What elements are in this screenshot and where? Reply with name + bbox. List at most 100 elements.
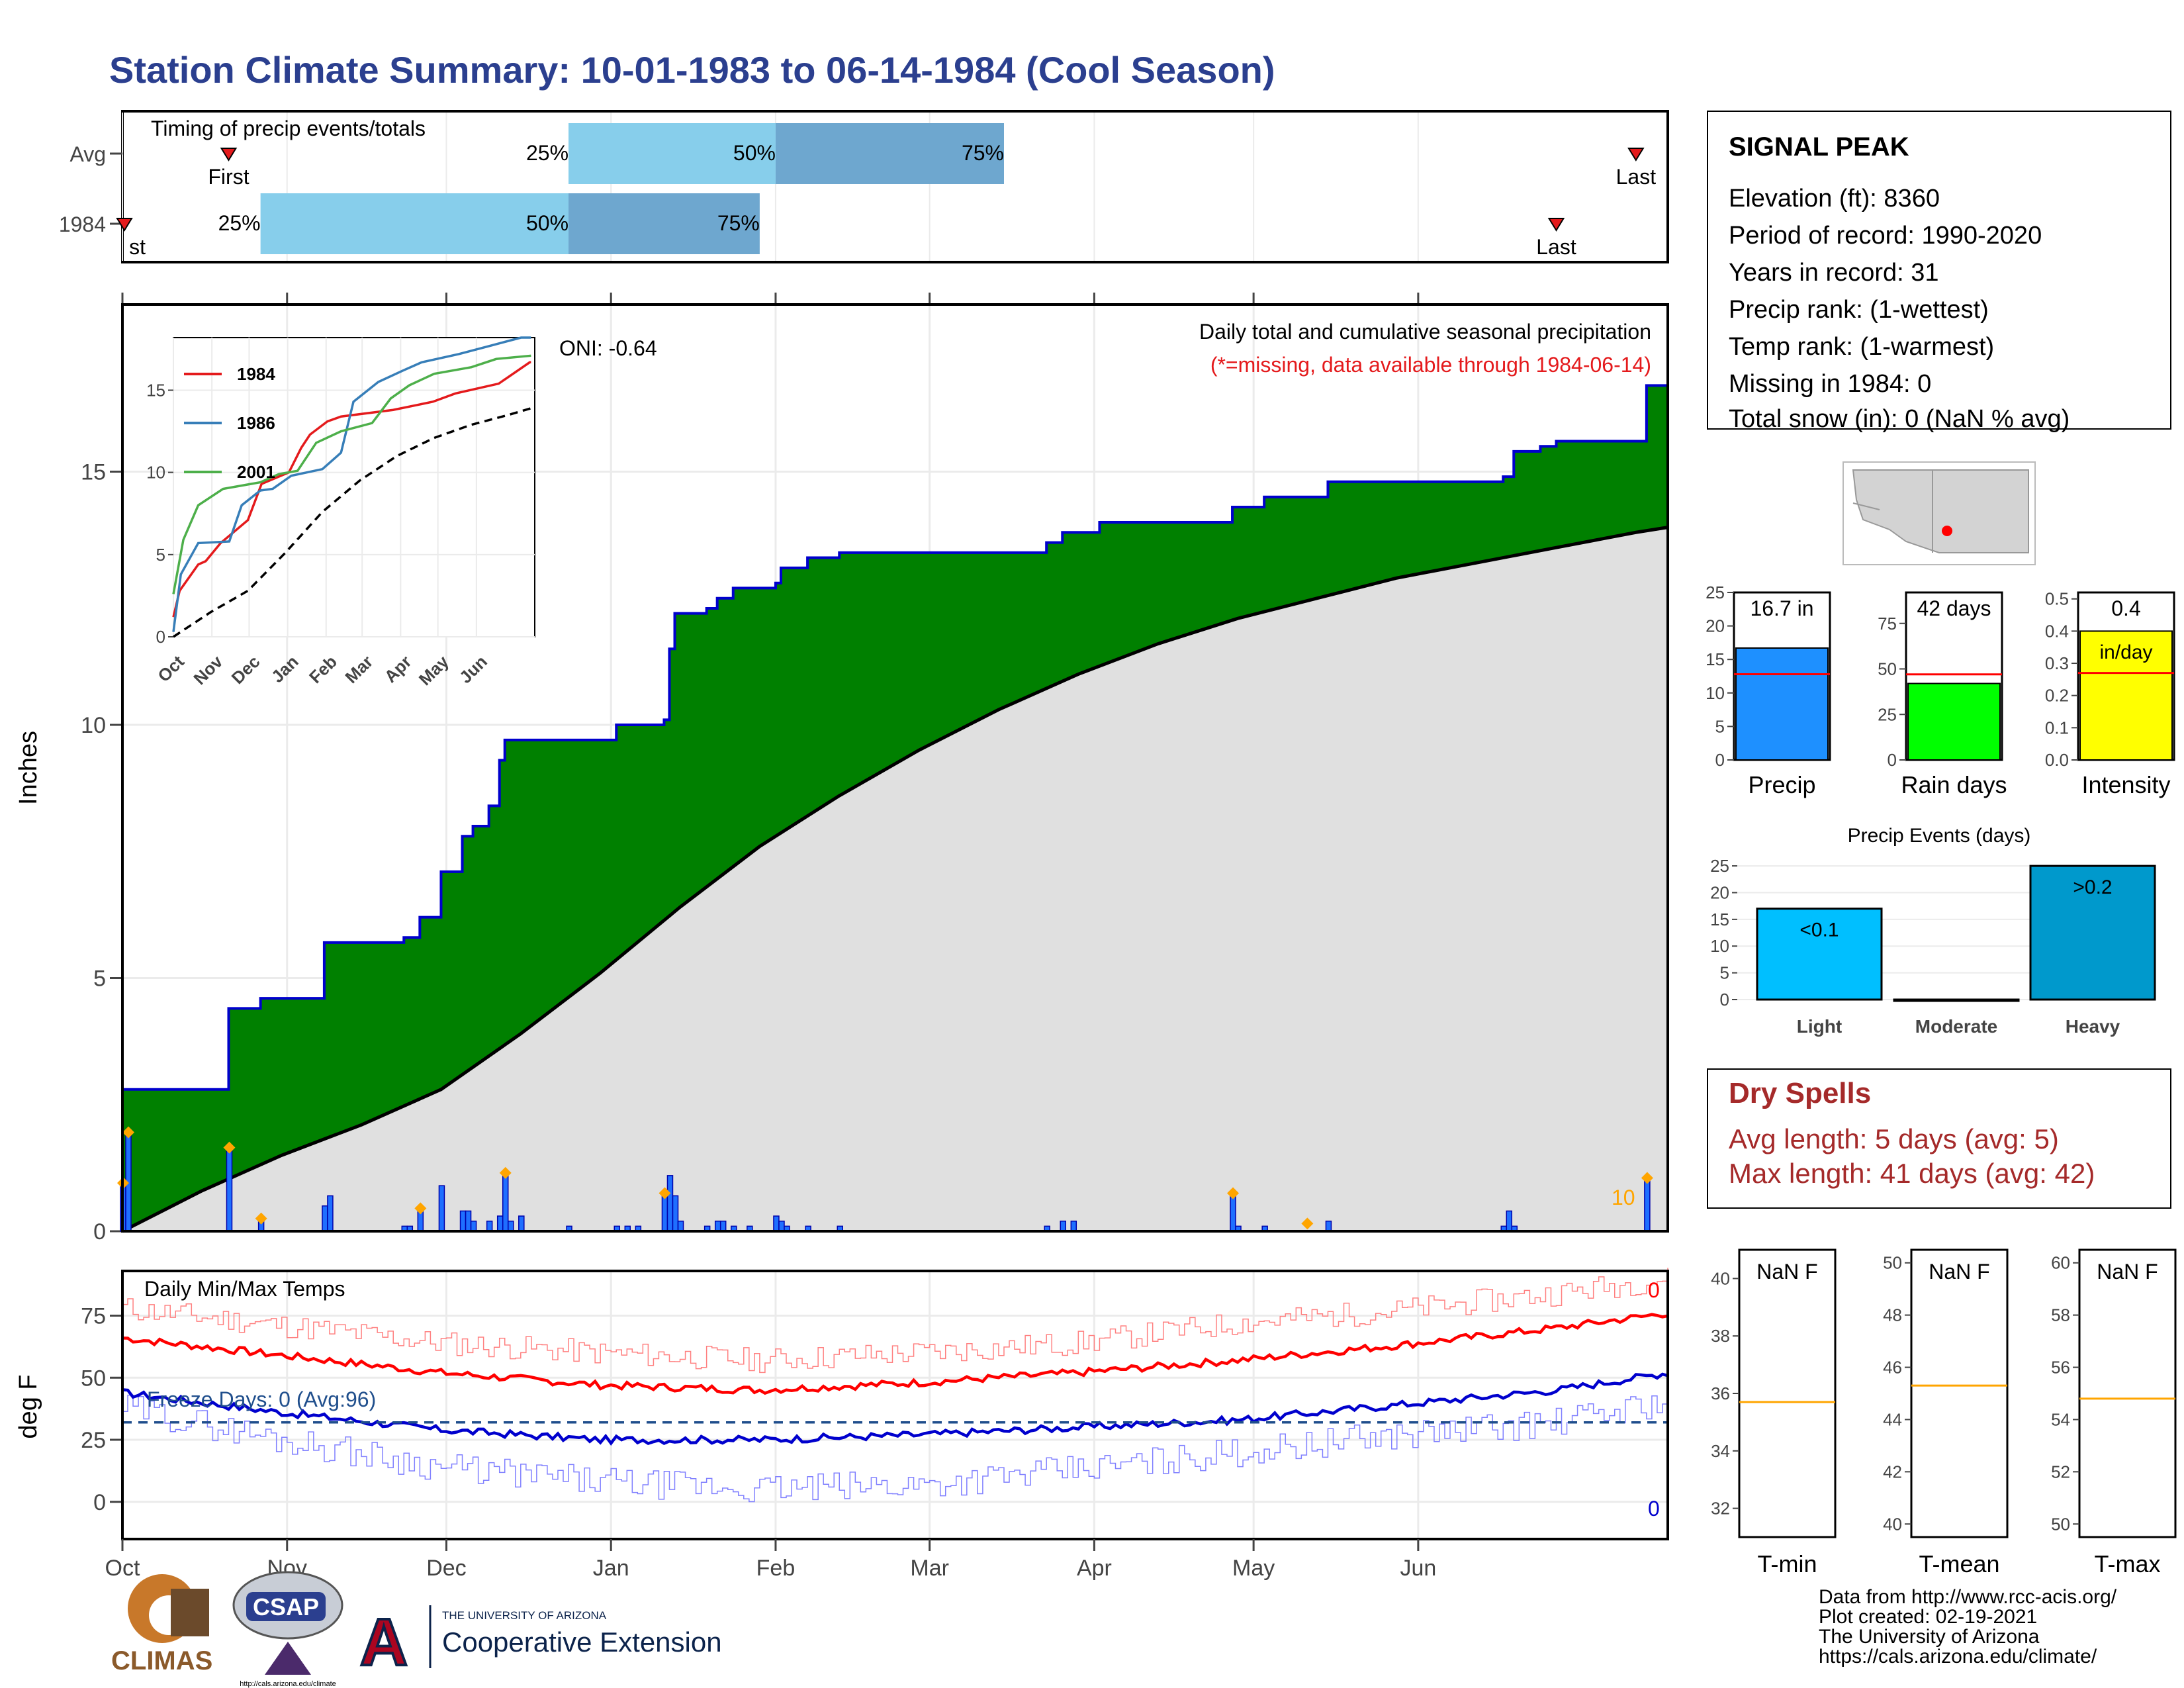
timing-p75-label: 75%: [717, 211, 760, 235]
precip-missing-note: (*=missing, data available through 1984-…: [1210, 353, 1651, 377]
footer-url: https://cals.arizona.edu/climate/: [1819, 1646, 2097, 1667]
temp-box-tick-label: 38: [1711, 1326, 1730, 1346]
summary-bar-tick-label: 0.0: [2045, 750, 2069, 770]
inset-y-tick-label: 10: [146, 463, 165, 483]
climas-logo: CLIMAS: [111, 1574, 212, 1675]
station-marker: [1942, 526, 1952, 536]
temps-y-tick-label: 75: [81, 1304, 106, 1329]
dry-spells-max: Max length: 41 days (avg: 42): [1729, 1158, 2095, 1189]
precip-y-label: Inches: [15, 731, 42, 805]
temps-y-label: deg F: [15, 1374, 42, 1438]
last-event-label: Last: [1536, 235, 1576, 259]
month-tick-label: Dec: [426, 1556, 466, 1581]
max-count: 0: [1648, 1278, 1660, 1302]
temps-title: Daily Min/Max Temps: [144, 1277, 345, 1301]
temp-box-value-label: NaN F: [1756, 1260, 1817, 1284]
timing-q2-bar: [569, 193, 760, 254]
temp-box-value-label: NaN F: [2097, 1260, 2158, 1284]
station-temp-rank: Temp rank: (1-warmest): [1729, 333, 1994, 361]
daily-precip-bar: [677, 1220, 684, 1232]
month-tick-label: May: [1232, 1556, 1275, 1581]
inset-y-tick-label: 5: [156, 545, 165, 565]
precip-y-tick-label: 0: [93, 1219, 106, 1244]
month-tick-label: Oct: [105, 1556, 140, 1581]
daily-precip-bar: [438, 1185, 445, 1232]
daily-precip-bar: [778, 1220, 785, 1232]
temp-box-label: T-mean: [1919, 1550, 1999, 1577]
first-event-marker: [220, 148, 238, 162]
summary-bar-category-label: Precip: [1748, 771, 1815, 798]
summary-bar-tick-label: 25: [1878, 704, 1897, 724]
map-state-border: [1852, 470, 1933, 553]
precip-events-chart: 0 5 10 15 20 25 <0.1 Light Moderate >0.2 Heavy: [1710, 856, 2156, 1037]
summary-bar-tick-label: 10: [1706, 683, 1725, 703]
timing-grid: [122, 113, 1419, 261]
inset-legend-label: 1984: [237, 364, 275, 384]
summary-bar-tick-label: 0.3: [2045, 653, 2069, 673]
timing-panel: Timing of precip events/totals Avg 25% 50%…: [59, 110, 1669, 263]
daily-precip-bar: [502, 1175, 509, 1232]
timing-row-label: Avg: [69, 142, 106, 166]
daily-precip-bar: [465, 1210, 472, 1232]
events-y-tick-label: 0: [1720, 990, 1729, 1009]
inset-y-tick-label: 15: [146, 380, 165, 400]
ua-small-text: THE UNIVERSITY OF ARIZONA: [442, 1609, 607, 1622]
ua-big-text: Cooperative Extension: [442, 1626, 722, 1658]
daily-precip-bar: [773, 1215, 780, 1232]
map-land: [1852, 469, 2029, 553]
cumulative-precip-line: [122, 384, 1668, 1091]
temp-box-frame: [1910, 1248, 2009, 1538]
summary-bar-tick-label: 0.1: [2045, 718, 2069, 737]
temps-panel: deg F 0 25 50 75 Daily Min/Max Temps Freeze…: [15, 1268, 1669, 1581]
climas-wordmark: CLIMAS: [111, 1646, 212, 1675]
snow-day-marker: [122, 1126, 135, 1139]
ua-logo: A THE UNIVERSITY OF ARIZONA Cooperative …: [359, 1604, 722, 1681]
temp-box-tick-label: 44: [1883, 1409, 1902, 1429]
last-event-marker: [1627, 148, 1645, 162]
daily-precip-bar: [661, 1195, 668, 1232]
temp-box-frame: [1738, 1248, 1837, 1538]
inset-legend-label: 2001: [237, 462, 275, 482]
station-years: Years in record: 31: [1729, 259, 1939, 287]
daily-precip-bar: [1070, 1220, 1077, 1232]
daily-precip-bar: [226, 1149, 233, 1232]
snow-day-marker: [659, 1187, 671, 1199]
footer-data-source: Data from http://www.rcc-acis.org/: [1819, 1586, 2117, 1608]
daily-precip-bar: [719, 1220, 727, 1232]
month-tick-label: Feb: [756, 1556, 796, 1581]
station-missing: Missing in 1984: 0: [1729, 370, 1931, 398]
summary-bar-tick-label: 0.5: [2045, 589, 2069, 609]
summary-bar-value-label: 0.4: [2111, 596, 2140, 620]
daily-precip-bar: [1506, 1210, 1513, 1232]
daily-precip-bar: [508, 1220, 514, 1232]
summary-bar-value-label: 42 days: [1917, 596, 1991, 620]
timing-p50-label: 50%: [733, 141, 776, 165]
temp-box-value-label: NaN F: [1929, 1260, 1989, 1284]
station-snow: Total snow (in): 0 (NaN % avg): [1729, 405, 2070, 433]
events-bar: [1756, 908, 1883, 1001]
summary-bar-value-label: 16.7 in: [1750, 596, 1813, 620]
first-event-label: First: [208, 165, 249, 189]
events-bar-label: >0.2: [2073, 876, 2112, 898]
summary-bar-tick-label: 0.2: [2045, 686, 2069, 706]
temp-box-tick-label: 42: [1883, 1462, 1902, 1481]
month-tick-label: Jan: [593, 1556, 629, 1581]
summary-bar-charts: 0 5 10 15 20 25 16.7 in Precip 0 25 50 75 42 days Rai…: [1706, 583, 2175, 798]
daily-precip-bar: [486, 1220, 493, 1232]
precip-y-tick-label: 5: [93, 966, 106, 991]
inset-legend-label: 1986: [237, 413, 275, 433]
temp-box-tick-label: 40: [1883, 1514, 1902, 1534]
station-period: Period of record: 1990-2020: [1729, 222, 2042, 250]
temp-box-tick-label: 58: [2051, 1305, 2070, 1325]
temps-y-tick-label: 25: [81, 1428, 106, 1453]
snow-day-marker: [414, 1202, 427, 1215]
dry-spells-box: Dry Spells Avg length: 5 days (avg: 5) M…: [1707, 1068, 2171, 1209]
oni-label: ONI: -0.64: [559, 336, 657, 360]
daily-precip-bar: [672, 1195, 679, 1232]
temp-box-tick-label: 54: [2051, 1409, 2070, 1429]
precip-title: Daily total and cumulative seasonal prec…: [1199, 320, 1651, 344]
record-max-line: [122, 1268, 1668, 1374]
timing-q1-bar: [260, 193, 569, 254]
events-y-tick-label: 20: [1710, 882, 1729, 902]
events-bar: [2029, 865, 2156, 1001]
